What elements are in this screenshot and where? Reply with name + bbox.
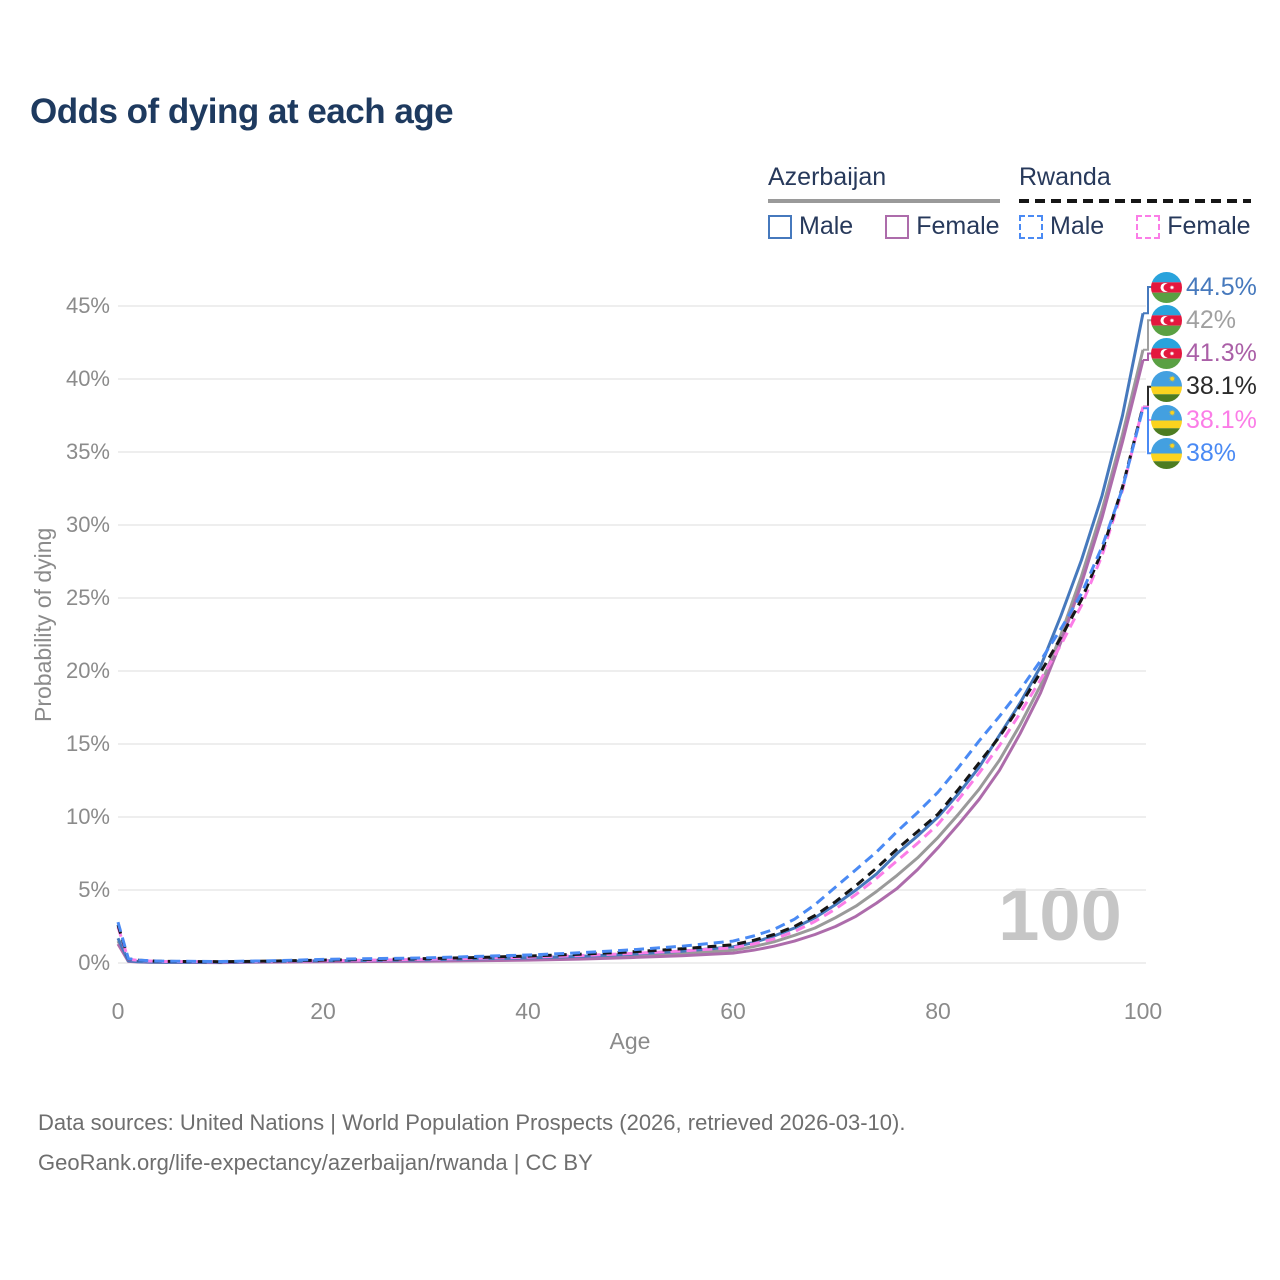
end-label-value: 38.1% bbox=[1186, 405, 1257, 434]
azerbaijan-combined-series-swatch bbox=[768, 199, 1000, 203]
y-tick-label: 5% bbox=[78, 877, 110, 902]
azerbaijan-flag-icon bbox=[1151, 338, 1182, 369]
leader-line-azerbaijan-all bbox=[1143, 319, 1152, 351]
x-tick-label: 80 bbox=[925, 998, 951, 1024]
legend-rwanda-header[interactable]: Rwanda bbox=[1019, 163, 1251, 203]
y-tick-label: 0% bbox=[78, 950, 110, 975]
legend-rwanda-female-label: Female bbox=[1167, 212, 1251, 240]
legend-azerbaijan-title: Azerbaijan bbox=[768, 163, 887, 191]
azerbaijan-female-swatch bbox=[885, 214, 910, 239]
end-label-azerbaijan-all: 42% bbox=[1151, 304, 1236, 336]
x-tick-label: 0 bbox=[111, 998, 125, 1024]
legend-group-rwanda: Rwanda Male Female bbox=[1019, 163, 1251, 241]
end-label-rwanda-male: 38% bbox=[1151, 437, 1236, 469]
end-label-value: 38% bbox=[1186, 438, 1237, 467]
legend-azerbaijan-female-label: Female bbox=[916, 212, 1000, 240]
series-rwanda-all-line[interactable] bbox=[116, 406, 1145, 964]
azerbaijan-flag-icon bbox=[1151, 304, 1182, 336]
x-tick-label: 20 bbox=[310, 998, 336, 1024]
legend-azerbaijan-header[interactable]: Azerbaijan bbox=[768, 163, 1000, 203]
legend-group-azerbaijan: Azerbaijan Male Female bbox=[768, 163, 1000, 241]
rwanda-female-swatch bbox=[1136, 214, 1161, 239]
end-label-rwanda-all: 38.1% bbox=[1151, 371, 1257, 403]
attribution-link-text[interactable]: GeoRank.org/life-expectancy/azerbaijan/r… bbox=[38, 1150, 593, 1175]
legend-azerbaijan-male-label: Male bbox=[799, 212, 854, 240]
legend-azerbaijan-female[interactable]: Female bbox=[885, 212, 1000, 241]
y-axis-title: Probability of dying bbox=[30, 527, 56, 723]
x-tick-label: 40 bbox=[515, 998, 541, 1024]
rwanda-combined-series-swatch bbox=[1019, 199, 1251, 203]
rwanda-flag-icon bbox=[1151, 437, 1182, 469]
y-tick-label: 40% bbox=[65, 366, 110, 391]
end-label-rwanda-female: 38.1% bbox=[1151, 404, 1257, 436]
end-label-value: 38.1% bbox=[1186, 372, 1257, 401]
y-tick-label: 30% bbox=[65, 512, 110, 537]
leader-line-azerbaijan-male bbox=[1143, 286, 1152, 315]
rwanda-male-swatch bbox=[1019, 214, 1043, 239]
end-label-value: 41.3% bbox=[1186, 339, 1257, 367]
end-label-azerbaijan-male: 44.5% bbox=[1151, 271, 1257, 303]
series-azerbaijan-female-line[interactable] bbox=[116, 359, 1145, 965]
x-tick-label: 100 bbox=[1123, 998, 1163, 1024]
leader-line-azerbaijan-female bbox=[1143, 352, 1152, 361]
rwanda-flag-icon bbox=[1151, 371, 1182, 403]
end-label-value: 42% bbox=[1186, 305, 1237, 334]
page-title: Odds of dying at each age bbox=[30, 92, 454, 131]
series-rwanda-female-line[interactable] bbox=[116, 406, 1145, 964]
y-tick-label: 25% bbox=[65, 585, 110, 610]
legend-rwanda-male-label: Male bbox=[1050, 212, 1105, 240]
legend-rwanda-male[interactable]: Male bbox=[1019, 212, 1104, 241]
x-axis-title: Age bbox=[609, 1028, 651, 1054]
legend-rwanda-female[interactable]: Female bbox=[1136, 212, 1251, 241]
x-tick-label: 60 bbox=[720, 998, 746, 1024]
leader-line-rwanda-male bbox=[1143, 407, 1152, 455]
data-sources-text: Data sources: United Nations | World Pop… bbox=[38, 1110, 906, 1135]
legend-azerbaijan-male[interactable]: Male bbox=[768, 212, 853, 241]
series-azerbaijan-all-line[interactable] bbox=[116, 349, 1145, 964]
y-tick-label: 10% bbox=[65, 804, 110, 829]
y-tick-label: 35% bbox=[65, 439, 110, 464]
y-tick-label: 20% bbox=[65, 658, 110, 683]
rwanda-flag-icon bbox=[1151, 404, 1182, 436]
y-tick-label: 15% bbox=[65, 731, 110, 756]
legend-rwanda-title: Rwanda bbox=[1019, 163, 1111, 191]
azerbaijan-male-swatch bbox=[768, 214, 792, 239]
age-indicator-watermark: 100 bbox=[998, 873, 1122, 956]
azerbaijan-flag-icon bbox=[1151, 271, 1182, 303]
end-label-azerbaijan-female: 41.3% bbox=[1151, 338, 1257, 370]
series-rwanda-male-line[interactable] bbox=[116, 407, 1145, 963]
series-azerbaijan-male-line[interactable] bbox=[116, 313, 1145, 964]
end-label-value: 44.5% bbox=[1186, 272, 1257, 301]
y-tick-label: 45% bbox=[65, 293, 110, 318]
